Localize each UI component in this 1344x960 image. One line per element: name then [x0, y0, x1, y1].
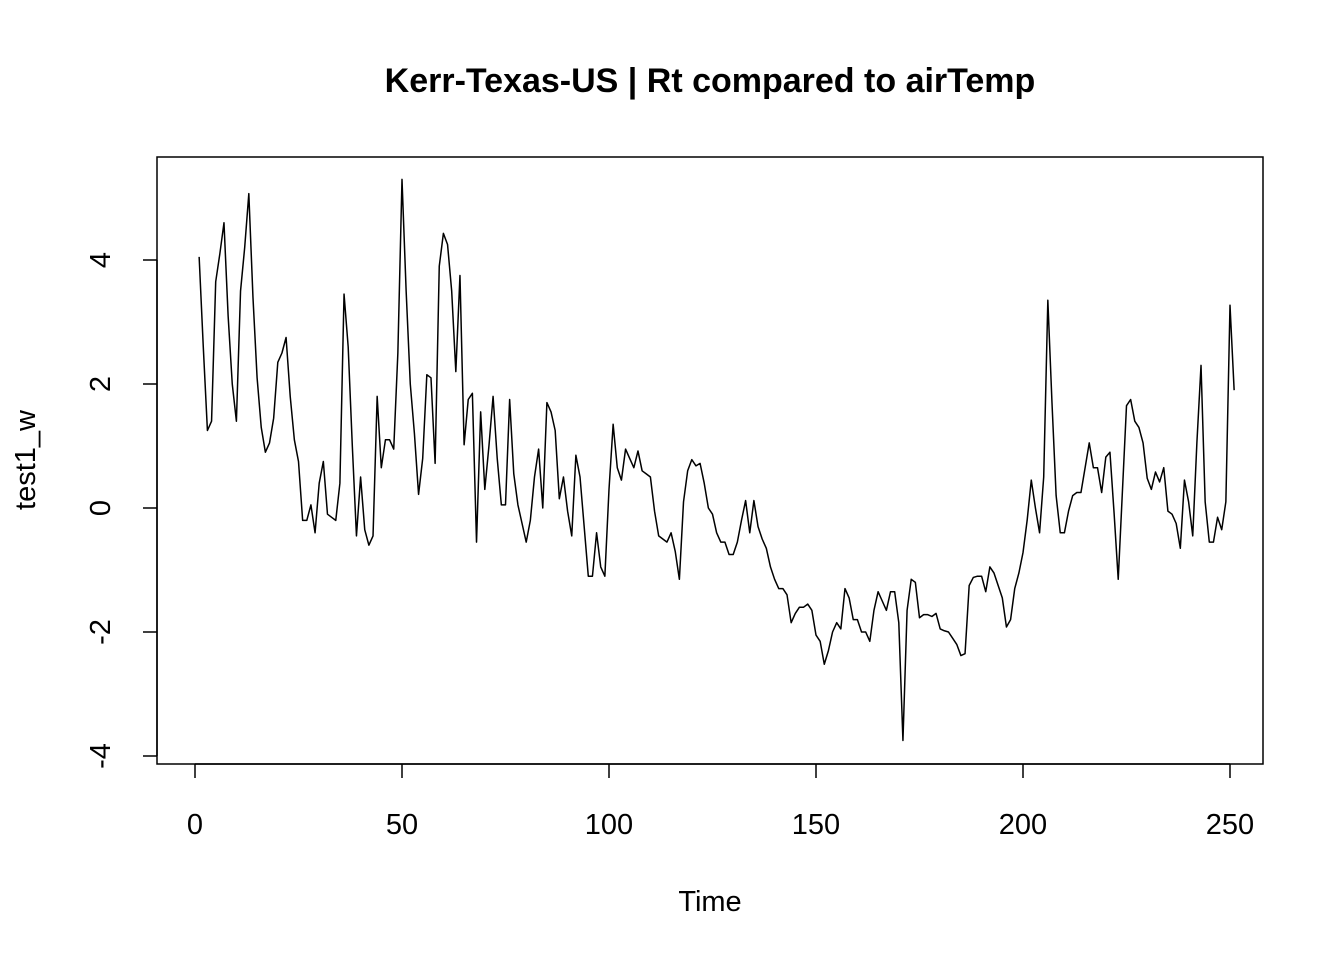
- y-tick-label: 0: [85, 500, 117, 516]
- y-tick-label: 4: [85, 252, 117, 268]
- x-axis-label: Time: [678, 886, 741, 918]
- y-tick-label: -2: [85, 619, 117, 645]
- y-tick-label: 2: [85, 376, 117, 392]
- plot-frame: [156, 156, 1264, 765]
- series-line-1: [198, 178, 1235, 742]
- x-tick-label: 0: [187, 809, 203, 841]
- x-tick-label: 50: [386, 809, 418, 841]
- x-tick-label: 200: [999, 809, 1047, 841]
- series-layer: [198, 178, 1235, 742]
- x-tick-label: 100: [585, 809, 633, 841]
- y-axis-label: test1_w: [10, 409, 42, 510]
- x-tick-label: 150: [792, 809, 840, 841]
- chart-title: Kerr-Texas-US | Rt compared to airTemp: [385, 62, 1036, 100]
- x-tick-label: 250: [1206, 809, 1254, 841]
- y-tick-label: -4: [85, 743, 117, 769]
- x-axis: 0 50 100 150 200 250: [187, 763, 1254, 841]
- y-axis: -4 -2 0 2 4: [85, 252, 158, 769]
